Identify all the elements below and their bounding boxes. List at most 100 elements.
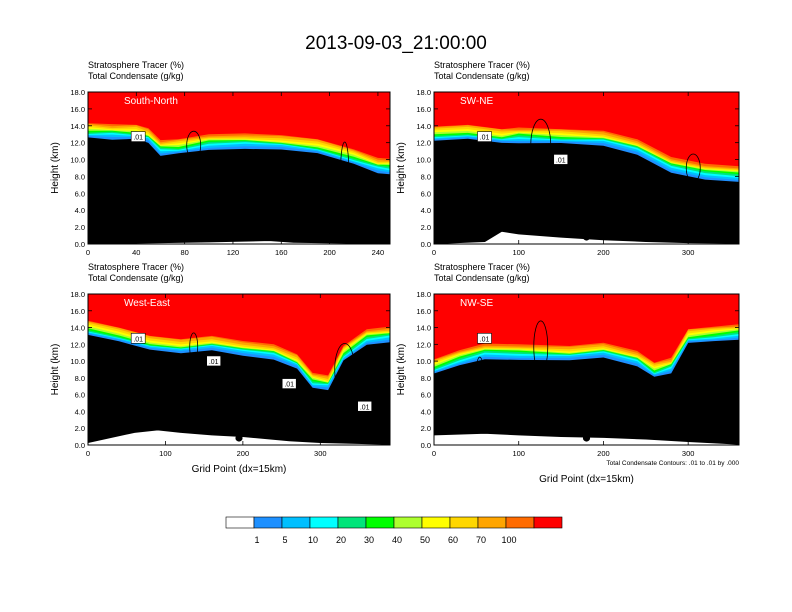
contour-footnote: Total Condensate Contours: .01 to .01 by… bbox=[606, 460, 739, 467]
y-tick-label: 14.0 bbox=[416, 122, 431, 131]
y-tick-label: 2.0 bbox=[75, 223, 85, 232]
colorbar-label: 50 bbox=[420, 535, 430, 545]
condensate-contour bbox=[159, 406, 168, 424]
y-tick-label: 6.0 bbox=[75, 189, 85, 198]
x-tick-label: 0 bbox=[86, 248, 90, 257]
colorbar-label: 70 bbox=[476, 535, 486, 545]
y-tick-label: 14.0 bbox=[70, 324, 85, 333]
colorbar-swatch bbox=[281, 516, 311, 529]
y-axis-label: Height (km) bbox=[50, 142, 61, 194]
contour-label-box bbox=[477, 131, 492, 142]
y-tick-label: 10.0 bbox=[70, 156, 85, 165]
y-tick-label: 4.0 bbox=[75, 206, 85, 215]
y-tick-label: 2.0 bbox=[421, 424, 431, 433]
colorbar-label: 100 bbox=[501, 535, 516, 545]
colorbar-swatch bbox=[505, 516, 535, 529]
contour-label: .01 bbox=[284, 382, 294, 389]
plot-area: .01 bbox=[88, 92, 390, 244]
condensate-contour bbox=[122, 368, 144, 386]
colorbar-label: 60 bbox=[448, 535, 458, 545]
colorbar-swatch bbox=[393, 516, 423, 529]
colorbar-swatch bbox=[253, 516, 283, 529]
panel-header-line: Stratosphere Tracer (%) bbox=[434, 262, 530, 272]
colorbar-swatch bbox=[365, 516, 395, 529]
x-tick-label: 300 bbox=[682, 248, 695, 257]
colorbar-label: 20 bbox=[336, 535, 346, 545]
plot-area: .01 .01 bbox=[434, 92, 739, 244]
condensate-contour bbox=[128, 167, 138, 185]
y-tick-label: 6.0 bbox=[75, 391, 85, 400]
x-tick-label: 200 bbox=[597, 248, 610, 257]
x-tick-label: 40 bbox=[132, 248, 140, 257]
panel-label: South-North bbox=[124, 96, 178, 107]
colorbar: 1 5 10 20 30 40 50 60 70 100 bbox=[225, 516, 563, 545]
condensate-contour bbox=[334, 343, 356, 396]
condensate-contour bbox=[267, 379, 283, 421]
condensate-contour bbox=[612, 391, 634, 409]
x-tick-label: 240 bbox=[372, 248, 385, 257]
y-tick-label: 12.0 bbox=[70, 340, 85, 349]
location-marker bbox=[582, 434, 591, 442]
y-axis-label: Height (km) bbox=[396, 142, 407, 194]
x-tick-label: 100 bbox=[159, 449, 172, 458]
y-tick-label: 2.0 bbox=[421, 223, 431, 232]
x-tick-label: 120 bbox=[227, 248, 240, 257]
x-axis-label: Grid Point (dx=15km) bbox=[192, 464, 287, 475]
condensate-contour bbox=[189, 332, 199, 362]
y-tick-label: 4.0 bbox=[421, 206, 431, 215]
panel-header-line: Total Condensate (g/kg) bbox=[434, 273, 530, 283]
panel-header-line: Stratosphere Tracer (%) bbox=[88, 262, 184, 272]
y-axis-label: Height (km) bbox=[50, 344, 61, 396]
plot-area: .01 .01 .01 .01 bbox=[88, 294, 390, 445]
x-tick-label: 200 bbox=[237, 449, 250, 458]
contour-label: .01 bbox=[209, 359, 219, 366]
contour-label-box bbox=[130, 332, 146, 344]
condensate-contour bbox=[533, 320, 549, 374]
colorbar-label: 30 bbox=[364, 535, 374, 545]
y-tick-label: 8.0 bbox=[421, 172, 431, 181]
colorbar-label: 40 bbox=[392, 535, 402, 545]
location-marker bbox=[235, 233, 243, 241]
y-tick-label: 0.0 bbox=[75, 240, 85, 249]
x-tick-label: 0 bbox=[432, 449, 436, 458]
panel-label: NW-SE bbox=[460, 298, 493, 309]
colorbar-swatch bbox=[225, 516, 255, 529]
panel-label: West-East bbox=[124, 298, 170, 309]
x-tick-label: 100 bbox=[512, 248, 525, 257]
tracer-band-100 bbox=[88, 294, 390, 376]
condensate-contour bbox=[685, 153, 701, 183]
panel-header-line: Total Condensate (g/kg) bbox=[88, 273, 184, 283]
contour-label: .01 bbox=[480, 135, 490, 142]
contour-label: .01 bbox=[360, 404, 370, 411]
x-tick-label: 0 bbox=[432, 248, 436, 257]
tracer-band-100 bbox=[434, 92, 739, 167]
contour-label: .01 bbox=[556, 157, 566, 164]
panel-header-line: Total Condensate (g/kg) bbox=[434, 71, 530, 81]
location-marker bbox=[582, 233, 591, 241]
condensate-contour bbox=[156, 205, 171, 223]
colorbar-swatch bbox=[449, 516, 479, 529]
y-tick-label: 0.0 bbox=[75, 441, 85, 450]
panel-label: SW-NE bbox=[460, 96, 493, 107]
x-tick-label: 300 bbox=[314, 449, 327, 458]
plot-frame bbox=[433, 293, 740, 446]
panel-header-line: Stratosphere Tracer (%) bbox=[434, 60, 530, 70]
y-tick-label: 18.0 bbox=[70, 88, 85, 97]
y-tick-label: 8.0 bbox=[75, 172, 85, 181]
panel-south-north: .01 South-North Stratosphere Tracer (%)Tot… bbox=[50, 60, 391, 257]
colorbar-swatch bbox=[337, 516, 367, 529]
contour-label: .01 bbox=[133, 336, 143, 343]
y-tick-label: 0.0 bbox=[421, 441, 431, 450]
plot-frame bbox=[87, 91, 391, 245]
colorbar-label: 10 bbox=[308, 535, 318, 545]
condensate-contour bbox=[186, 130, 202, 160]
terrain-line bbox=[88, 240, 390, 244]
y-tick-label: 12.0 bbox=[70, 139, 85, 148]
condensate-contour bbox=[688, 355, 698, 384]
contour-label: .01 bbox=[133, 135, 143, 142]
panel-header-line: Stratosphere Tracer (%) bbox=[88, 60, 184, 70]
condensate-contour bbox=[264, 177, 286, 219]
contour-label-box bbox=[206, 355, 221, 367]
condensate-contour bbox=[340, 141, 350, 195]
